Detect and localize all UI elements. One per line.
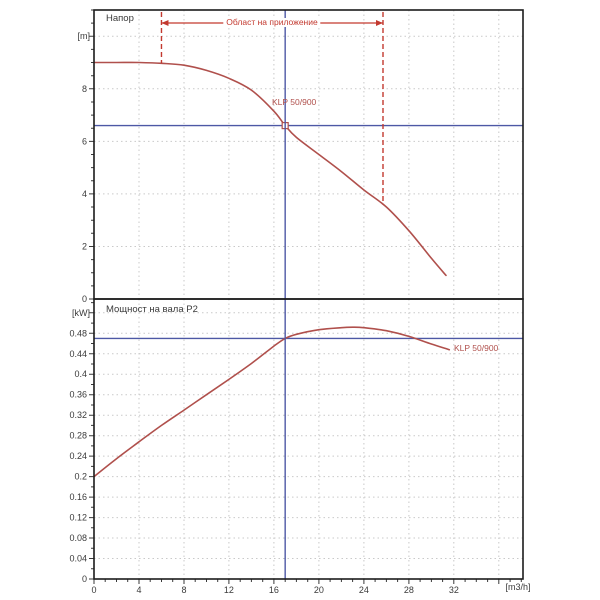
power-y-tick-label: 0.08: [69, 533, 87, 543]
x-axis-tick-label: 32: [449, 585, 459, 595]
power-y-tick-label: 0.44: [69, 349, 87, 359]
application-range-limit-lines: [160, 12, 384, 205]
power-y-tick-label: 0.16: [69, 492, 87, 502]
power-panel-frame: [93, 298, 524, 580]
power-curve: [93, 326, 451, 478]
head-y-tick-label: 8: [82, 84, 87, 94]
x-axis-tick-label: 16: [269, 585, 279, 595]
head-y-ticks: [89, 9, 94, 300]
power-y-tick-label: 0.32: [69, 410, 87, 420]
power-y-tick-label: 0.4: [74, 369, 87, 379]
head-curve-label: KLP 50/900: [272, 97, 317, 107]
head-y-tick-label: 0: [82, 294, 87, 304]
x-axis-tick-label: 24: [359, 585, 369, 595]
head-panel-frame: [93, 9, 524, 300]
power-y-unit-label: [kW]: [72, 308, 90, 318]
power-y-tick-label: 0.28: [69, 431, 87, 441]
x-axis-tick-label: 0: [91, 585, 96, 595]
head-curve: [93, 61, 447, 277]
x-axis-tick-label: 20: [314, 585, 324, 595]
x-axis-unit-label: [m3/h]: [505, 582, 531, 592]
power-y-tick-label: 0.04: [69, 554, 87, 564]
head-y-tick-label: 4: [82, 189, 87, 199]
x-axis-tick-label: 8: [181, 585, 186, 595]
application-range-label: Област на приложение: [223, 18, 321, 27]
power-panel-title: Мощност на вала P2: [106, 304, 198, 315]
head-gridlines: [94, 10, 523, 299]
power-y-tick-label: 0.24: [69, 451, 87, 461]
x-axis-ticks: [93, 579, 522, 584]
x-axis-tick-label: 4: [136, 585, 141, 595]
head-y-tick-label: 2: [82, 241, 87, 251]
head-y-unit-label: [m]: [77, 31, 91, 41]
power-y-tick-label: 0.48: [69, 328, 87, 338]
x-axis-tick-label: 28: [404, 585, 414, 595]
power-curve-label: KLP 50/900: [454, 343, 499, 353]
power-y-tick-label: 0.36: [69, 390, 87, 400]
power-y-tick-label: 0: [82, 574, 87, 584]
head-y-tick-label: 6: [82, 136, 87, 146]
power-y-tick-label: 0.2: [74, 472, 87, 482]
head-panel-title: Напор: [106, 13, 134, 24]
power-gridlines: [94, 299, 523, 579]
power-y-ticks: [89, 302, 94, 580]
x-axis-tick-label: 12: [224, 585, 234, 595]
power-y-tick-label: 0.12: [69, 513, 87, 523]
